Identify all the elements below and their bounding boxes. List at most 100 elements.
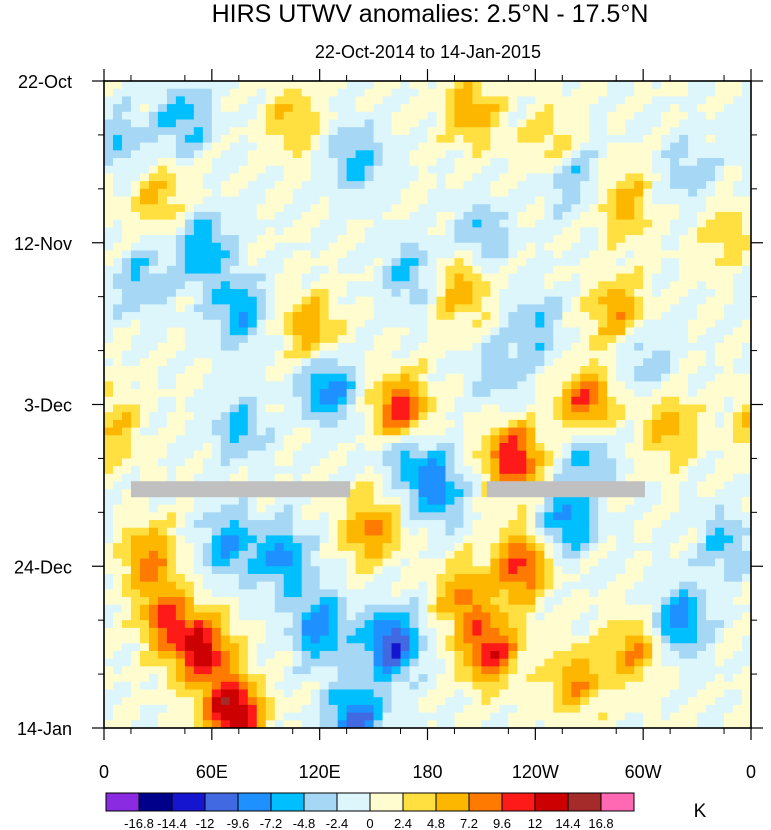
anomaly-cell bbox=[130, 281, 141, 290]
anomaly-cell bbox=[607, 119, 617, 128]
anomaly-cell bbox=[292, 150, 303, 159]
anomaly-cell bbox=[301, 111, 312, 121]
anomaly-cell bbox=[517, 96, 527, 105]
anomaly-cell bbox=[445, 435, 456, 444]
anomaly-cell bbox=[121, 96, 132, 105]
anomaly-cell bbox=[220, 604, 231, 614]
anomaly-cell bbox=[643, 181, 653, 190]
anomaly-cell bbox=[256, 435, 267, 444]
anomaly-cell bbox=[733, 535, 743, 544]
anomaly-cell bbox=[319, 304, 330, 313]
anomaly-cell bbox=[292, 235, 303, 244]
anomaly-cell bbox=[202, 258, 213, 267]
anomaly-cell bbox=[598, 373, 608, 382]
anomaly-cell bbox=[580, 427, 590, 436]
anomaly-cell bbox=[301, 404, 312, 413]
anomaly-cell bbox=[661, 304, 671, 313]
anomaly-cell bbox=[445, 258, 456, 267]
anomaly-cell bbox=[274, 119, 285, 128]
anomaly-cell bbox=[688, 335, 698, 344]
anomaly-cell bbox=[742, 273, 751, 282]
anomaly-cell bbox=[436, 566, 447, 575]
anomaly-cell bbox=[427, 211, 438, 221]
anomaly-cell bbox=[139, 181, 150, 190]
anomaly-cell bbox=[544, 443, 554, 452]
anomaly-cell bbox=[256, 81, 267, 90]
anomaly-cell bbox=[301, 96, 312, 105]
anomaly-cell bbox=[373, 342, 384, 352]
anomaly-cell bbox=[391, 335, 402, 344]
anomaly-cell bbox=[337, 558, 348, 567]
anomaly-cell bbox=[364, 88, 375, 97]
anomaly-cell bbox=[211, 196, 222, 205]
anomaly-cell bbox=[472, 358, 483, 367]
anomaly-cell bbox=[256, 543, 267, 552]
anomaly-cell bbox=[517, 158, 527, 167]
anomaly-cell bbox=[697, 150, 707, 159]
anomaly-cell bbox=[355, 481, 366, 490]
anomaly-cell bbox=[373, 373, 384, 382]
anomaly-cell bbox=[733, 342, 743, 352]
anomaly-cell bbox=[508, 242, 518, 252]
anomaly-cell bbox=[355, 335, 366, 344]
anomaly-cell bbox=[724, 335, 734, 344]
anomaly-cell bbox=[670, 158, 680, 167]
anomaly-cell bbox=[445, 134, 456, 144]
anomaly-cell bbox=[661, 104, 671, 113]
anomaly-cell bbox=[661, 581, 671, 590]
anomaly-cell bbox=[274, 181, 285, 190]
anomaly-cell bbox=[580, 396, 590, 406]
anomaly-cell bbox=[184, 319, 195, 329]
anomaly-cell bbox=[247, 134, 258, 144]
anomaly-cell bbox=[688, 604, 698, 614]
anomaly-cell bbox=[472, 304, 483, 313]
anomaly-cell bbox=[130, 381, 141, 390]
anomaly-cell bbox=[436, 181, 447, 190]
anomaly-cell bbox=[319, 466, 330, 475]
anomaly-cell bbox=[337, 288, 348, 298]
anomaly-cell bbox=[526, 589, 536, 598]
anomaly-cell bbox=[679, 258, 689, 267]
anomaly-cell bbox=[589, 150, 599, 159]
anomaly-cell bbox=[328, 404, 339, 413]
anomaly-cell bbox=[526, 350, 536, 359]
anomaly-cell bbox=[553, 111, 563, 121]
anomaly-cell bbox=[355, 535, 366, 544]
anomaly-cell bbox=[193, 196, 204, 205]
anomaly-cell bbox=[202, 412, 213, 421]
anomaly-cell bbox=[688, 312, 698, 321]
anomaly-cell bbox=[643, 458, 653, 467]
anomaly-cell bbox=[526, 504, 536, 513]
anomaly-cell bbox=[112, 535, 123, 544]
anomaly-field bbox=[104, 81, 751, 728]
anomaly-cell bbox=[499, 173, 509, 182]
anomaly-cell bbox=[535, 527, 545, 537]
anomaly-cell bbox=[346, 597, 357, 606]
anomaly-cell bbox=[121, 435, 132, 444]
anomaly-cell bbox=[445, 558, 456, 567]
anomaly-cell bbox=[301, 119, 312, 128]
anomaly-cell bbox=[166, 319, 177, 329]
anomaly-cell bbox=[607, 504, 617, 513]
anomaly-cell bbox=[418, 104, 429, 113]
anomaly-cell bbox=[157, 296, 168, 305]
anomaly-cell bbox=[310, 496, 321, 506]
anomaly-cell bbox=[175, 520, 186, 529]
anomaly-cell bbox=[274, 473, 285, 483]
anomaly-cell bbox=[310, 604, 321, 614]
anomaly-cell bbox=[202, 304, 213, 313]
anomaly-cell bbox=[562, 196, 572, 205]
anomaly-cell bbox=[337, 412, 348, 421]
anomaly-cell bbox=[139, 235, 150, 244]
anomaly-cell bbox=[238, 327, 249, 336]
anomaly-cell bbox=[472, 389, 483, 398]
anomaly-cell bbox=[104, 142, 114, 151]
anomaly-cell bbox=[220, 281, 231, 290]
anomaly-cell bbox=[616, 173, 626, 182]
anomaly-cell bbox=[229, 496, 240, 506]
anomaly-cell bbox=[148, 535, 159, 544]
anomaly-cell bbox=[166, 265, 177, 275]
anomaly-cell bbox=[517, 104, 527, 113]
anomaly-cell bbox=[148, 450, 159, 460]
anomaly-cell bbox=[499, 211, 509, 221]
